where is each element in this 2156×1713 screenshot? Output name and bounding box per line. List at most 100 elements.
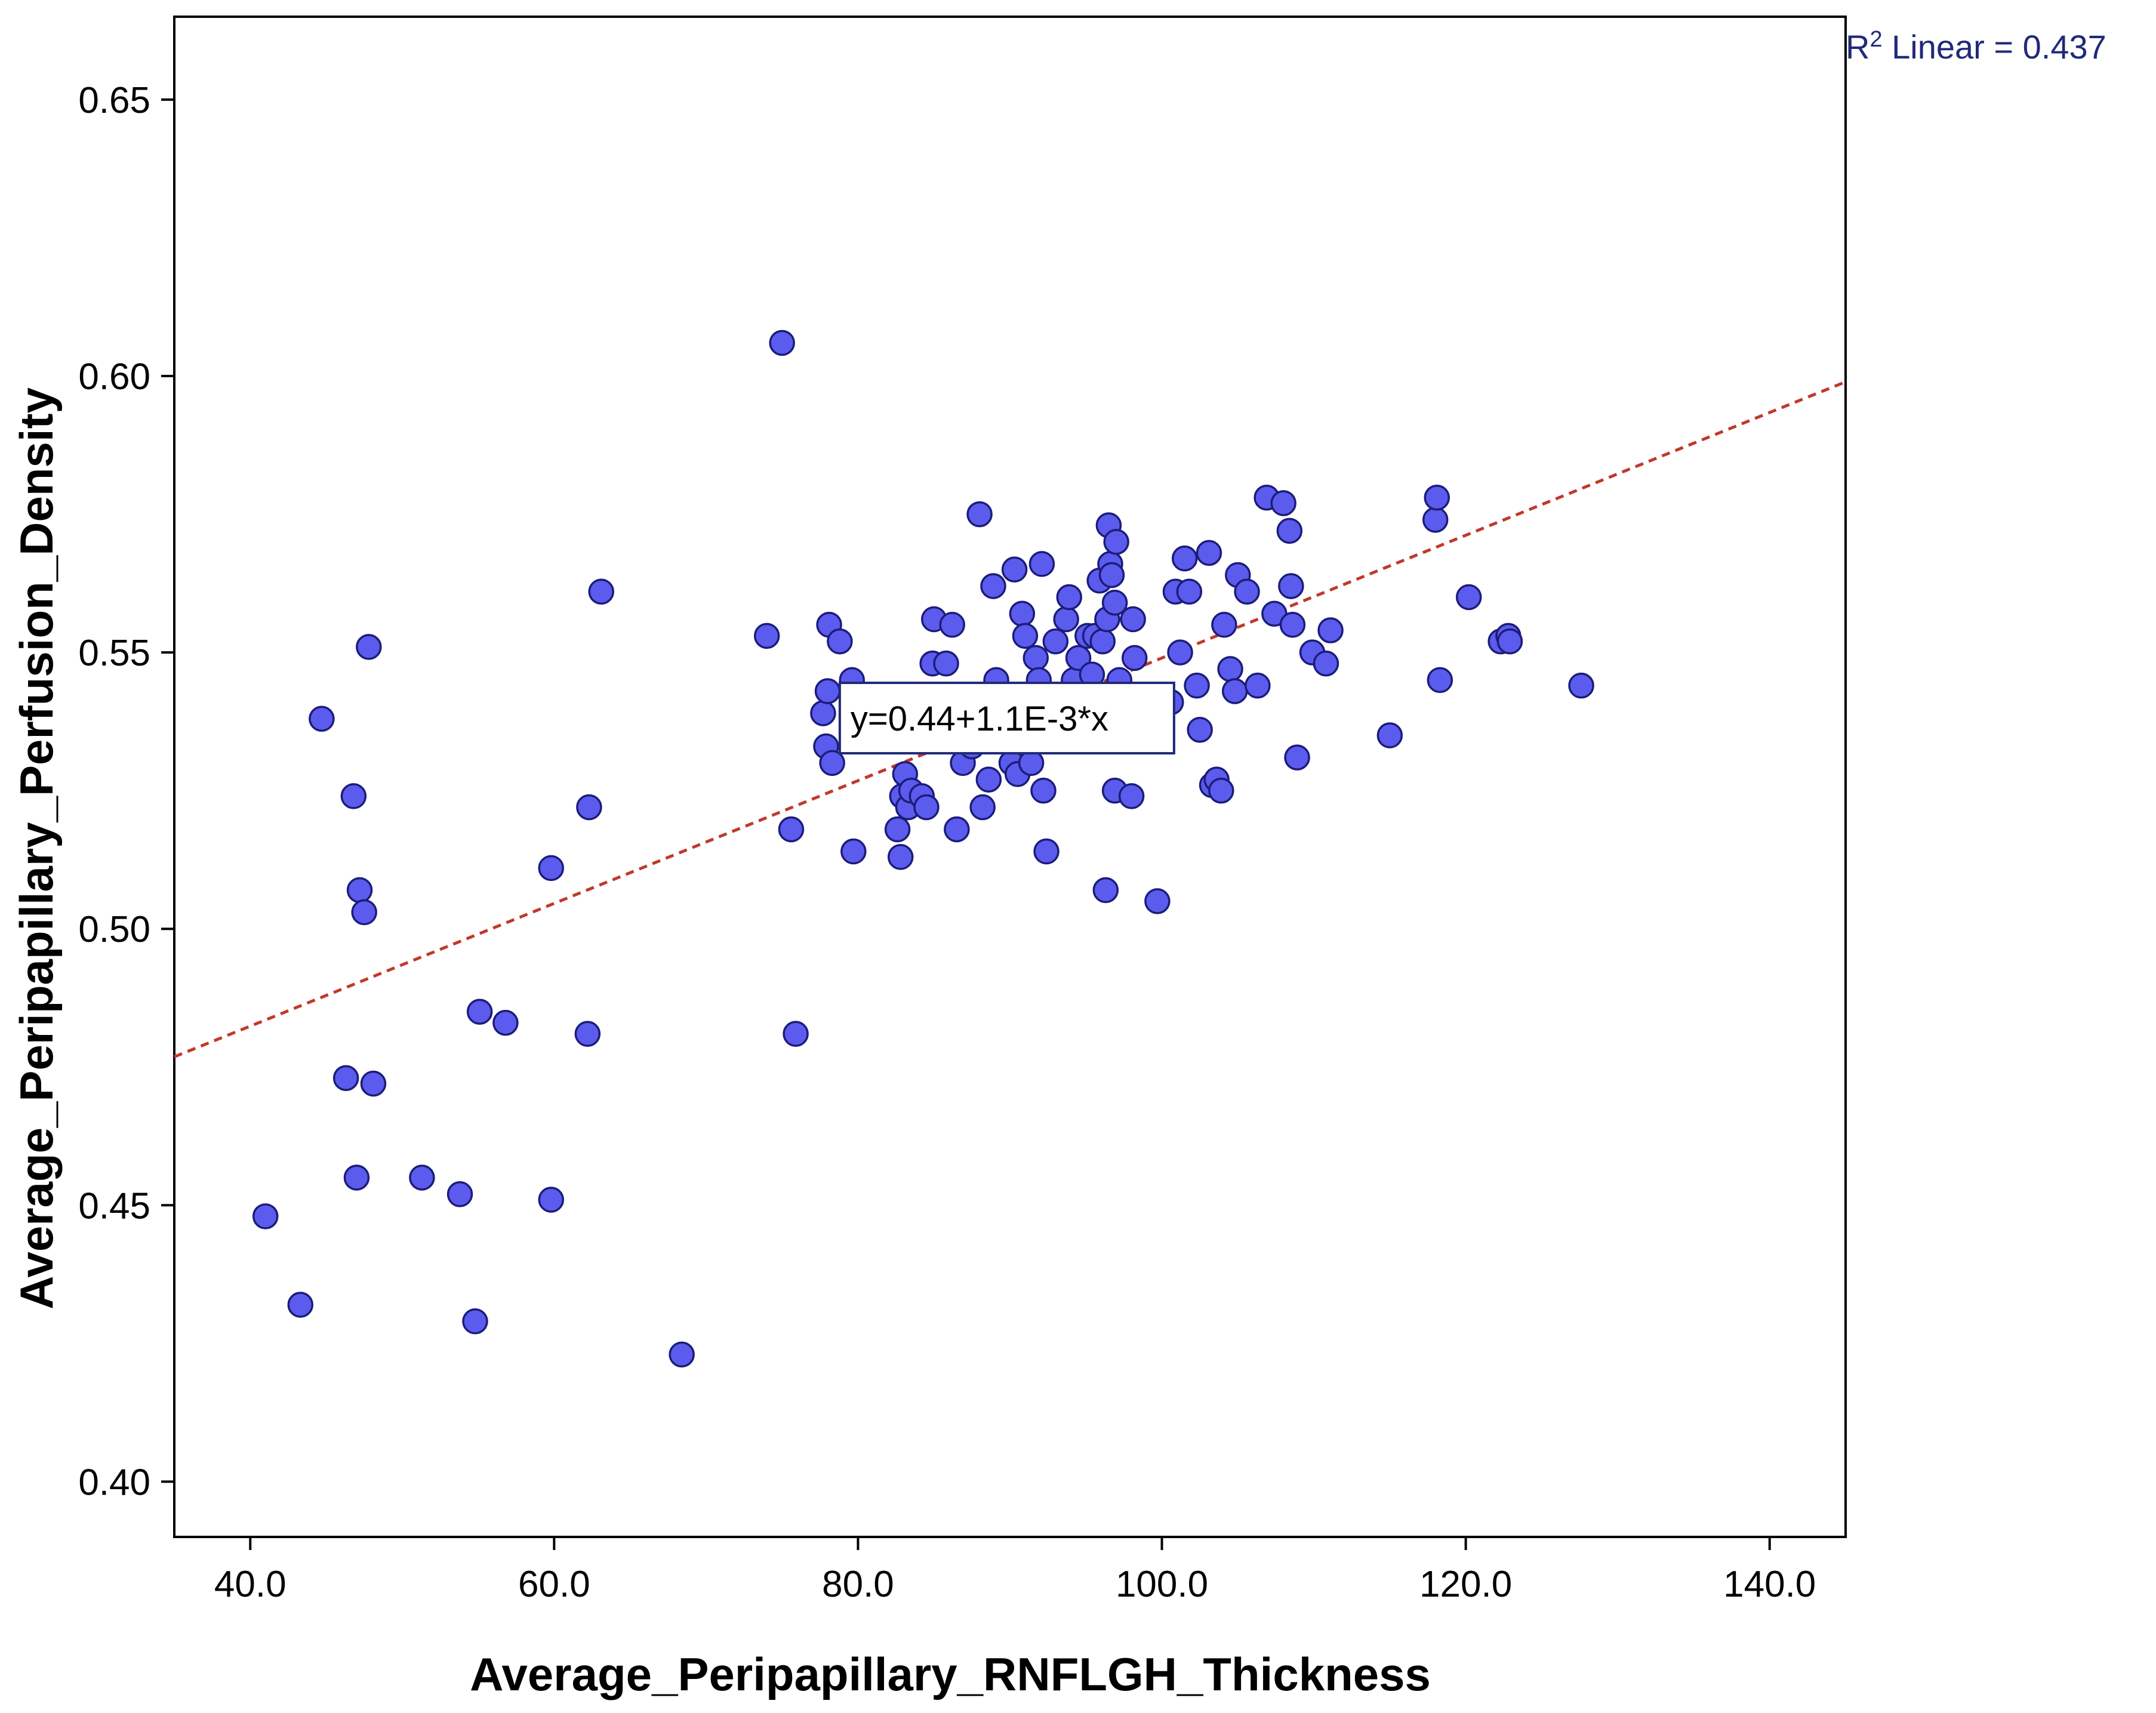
- data-point: [1030, 777, 1057, 804]
- data-point: [1187, 717, 1213, 743]
- r2-prefix: R: [1846, 28, 1869, 66]
- y-tick-label: 0.40: [78, 1462, 150, 1503]
- data-point: [1042, 628, 1069, 655]
- plot-area: [173, 16, 1847, 1538]
- data-point: [1317, 617, 1344, 643]
- data-point: [1496, 628, 1523, 655]
- data-point: [969, 794, 996, 821]
- data-point: [1056, 584, 1083, 611]
- data-point: [1001, 556, 1028, 583]
- data-point: [913, 794, 940, 821]
- data-point: [1065, 645, 1092, 671]
- data-point: [1376, 722, 1403, 748]
- x-tick-label: 120.0: [1419, 1564, 1512, 1605]
- x-axis: 40.0 60.0 80.0 100.0 120.0 140.0: [214, 1537, 1816, 1605]
- data-point: [574, 1021, 601, 1047]
- data-point: [1171, 545, 1198, 572]
- data-point: [1012, 623, 1039, 649]
- data-point: [669, 1341, 695, 1368]
- r2-superscript: 2: [1869, 27, 1882, 52]
- data-point: [769, 329, 795, 356]
- data-point: [1144, 888, 1171, 914]
- y-tick-label: 0.45: [78, 1185, 150, 1227]
- data-point: [1279, 612, 1306, 638]
- data-point: [1217, 656, 1243, 682]
- data-point: [966, 501, 993, 528]
- data-point: [356, 634, 382, 660]
- data-point: [1176, 578, 1203, 605]
- data-point: [1120, 606, 1146, 633]
- data-point: [466, 999, 493, 1025]
- data-point: [346, 877, 373, 904]
- data-point: [462, 1308, 488, 1335]
- data-point: [814, 678, 841, 704]
- equation-box: [838, 682, 1175, 755]
- data-point: [1009, 600, 1036, 627]
- x-tick-label: 60.0: [518, 1564, 590, 1605]
- r2-label: R2 Linear = 0.437: [1846, 27, 2106, 66]
- data-point: [819, 750, 845, 777]
- data-point: [944, 816, 970, 843]
- data-point: [1118, 783, 1145, 809]
- data-point: [753, 623, 780, 649]
- data-point: [409, 1164, 435, 1191]
- data-point: [884, 816, 911, 843]
- data-point: [1221, 678, 1248, 704]
- data-point: [778, 816, 805, 843]
- data-point: [1018, 750, 1045, 777]
- data-point: [1098, 562, 1125, 589]
- data-point: [975, 766, 1002, 793]
- data-point: [1276, 517, 1303, 544]
- data-point: [1211, 612, 1237, 638]
- data-point: [1028, 551, 1055, 577]
- data-point: [840, 838, 867, 865]
- data-point: [1427, 667, 1453, 694]
- x-tick-label: 100.0: [1116, 1564, 1208, 1605]
- x-axis-title: Average_Peripapillary_RNFLGH_Thickness: [470, 1648, 1431, 1700]
- data-point: [1245, 672, 1271, 699]
- data-point: [1568, 672, 1594, 699]
- data-point: [1121, 645, 1148, 671]
- data-point: [340, 783, 367, 809]
- data-point: [446, 1181, 473, 1207]
- data-point: [576, 794, 602, 821]
- data-point: [1270, 490, 1296, 516]
- data-point: [343, 1164, 370, 1191]
- data-point: [1234, 578, 1260, 605]
- data-point: [492, 1009, 519, 1036]
- data-point: [783, 1021, 809, 1047]
- data-point: [827, 628, 853, 655]
- data-point: [287, 1292, 314, 1318]
- data-point: [1089, 628, 1116, 655]
- data-point: [252, 1203, 279, 1230]
- data-point: [1103, 529, 1129, 555]
- data-point: [1101, 590, 1128, 616]
- data-point: [1424, 485, 1450, 511]
- y-tick-label: 0.50: [78, 909, 150, 950]
- data-points: [252, 329, 1594, 1368]
- x-tick-label: 80.0: [822, 1564, 894, 1605]
- data-point: [360, 1070, 387, 1097]
- x-tick-label: 40.0: [214, 1564, 287, 1605]
- data-point: [1033, 838, 1059, 865]
- data-point: [1278, 573, 1304, 599]
- data-point: [1313, 650, 1339, 677]
- data-point: [939, 612, 966, 638]
- data-point: [1208, 777, 1234, 804]
- data-point: [887, 844, 914, 870]
- equation-annotation: y=0.44+1.1E-3*x: [838, 682, 1175, 755]
- data-point: [1196, 540, 1222, 566]
- data-point: [980, 573, 1006, 599]
- data-point: [1422, 507, 1449, 533]
- y-axis-title: Average_Peripapillary_Perfusion_Density: [10, 387, 63, 1310]
- data-point: [1184, 672, 1210, 699]
- data-point: [332, 1065, 359, 1092]
- data-point: [538, 1187, 565, 1213]
- data-point: [1053, 606, 1079, 633]
- r2-value: Linear = 0.437: [1883, 28, 2106, 66]
- y-tick-label: 0.55: [78, 633, 150, 674]
- y-axis: 0.40 0.45 0.50 0.55 0.60 0.65: [78, 80, 174, 1503]
- data-point: [351, 899, 377, 926]
